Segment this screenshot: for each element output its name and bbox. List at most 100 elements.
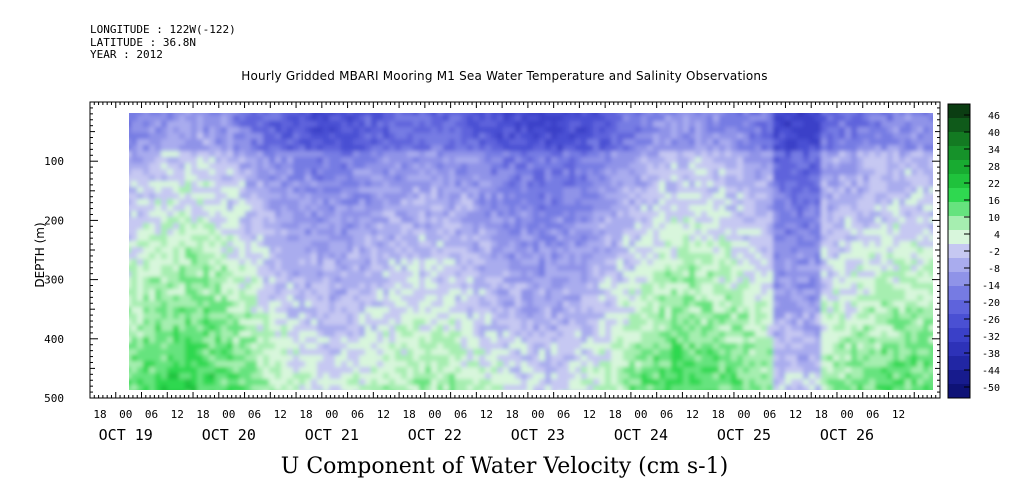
- velocity-cell: [689, 139, 696, 146]
- velocity-cell: [611, 113, 618, 116]
- velocity-cell: [599, 199, 606, 206]
- velocity-cell: [617, 379, 624, 386]
- velocity-cell: [359, 301, 366, 308]
- velocity-cell: [737, 241, 744, 248]
- velocity-cell: [629, 295, 636, 302]
- velocity-cell: [629, 169, 636, 176]
- velocity-cell: [617, 151, 624, 158]
- velocity-cell: [605, 145, 612, 152]
- velocity-cell: [689, 247, 696, 254]
- velocity-cell: [311, 205, 318, 212]
- velocity-cell: [623, 247, 630, 254]
- velocity-cell: [335, 235, 342, 242]
- velocity-cell: [617, 187, 624, 194]
- velocity-cell: [485, 301, 492, 308]
- velocity-cell: [629, 205, 636, 212]
- velocity-cell: [497, 247, 504, 254]
- velocity-cell: [263, 313, 270, 320]
- velocity-cell: [401, 241, 408, 248]
- velocity-cell: [239, 127, 246, 134]
- velocity-cell: [185, 313, 192, 320]
- velocity-cell: [389, 115, 396, 122]
- velocity-cell: [377, 217, 384, 224]
- velocity-cell: [563, 265, 570, 272]
- velocity-cell: [587, 187, 594, 194]
- velocity-cell: [245, 313, 252, 320]
- velocity-cell: [539, 151, 546, 158]
- velocity-cell: [611, 367, 618, 374]
- velocity-cell: [521, 241, 528, 248]
- velocity-cell: [587, 337, 594, 344]
- velocity-cell: [191, 301, 198, 308]
- velocity-cell: [485, 175, 492, 182]
- velocity-cell: [509, 175, 516, 182]
- velocity-cell: [563, 361, 570, 368]
- velocity-cell: [575, 367, 582, 374]
- velocity-cell: [689, 169, 696, 176]
- velocity-cell: [185, 217, 192, 224]
- velocity-cell: [353, 223, 360, 230]
- velocity-cell: [323, 307, 330, 314]
- velocity-cell: [551, 139, 558, 146]
- velocity-cell: [437, 355, 444, 362]
- velocity-cell: [257, 367, 264, 374]
- velocity-cell: [485, 181, 492, 188]
- velocity-cell: [233, 271, 240, 278]
- velocity-cell: [131, 169, 138, 176]
- velocity-cell: [227, 379, 234, 386]
- velocity-cell: [647, 193, 654, 200]
- velocity-cell: [473, 187, 480, 194]
- velocity-cell: [437, 157, 444, 164]
- velocity-cell: [611, 241, 618, 248]
- velocity-cell: [533, 289, 540, 296]
- velocity-cell: [437, 205, 444, 212]
- velocity-cell: [275, 277, 282, 284]
- velocity-cell: [377, 283, 384, 290]
- velocity-cell: [299, 113, 306, 116]
- velocity-cell: [569, 205, 576, 212]
- velocity-cell: [455, 199, 462, 206]
- velocity-cell: [569, 355, 576, 362]
- velocity-cell: [557, 277, 564, 284]
- velocity-cell: [221, 313, 228, 320]
- velocity-cell: [575, 289, 582, 296]
- velocity-cell: [653, 271, 660, 278]
- velocity-cell: [329, 235, 336, 242]
- velocity-cell: [179, 379, 186, 386]
- velocity-cell: [221, 373, 228, 380]
- velocity-cell: [575, 259, 582, 266]
- velocity-cell: [491, 199, 498, 206]
- velocity-cell: [641, 163, 648, 170]
- velocity-cell: [659, 283, 666, 290]
- velocity-cell: [323, 181, 330, 188]
- velocity-cell: [263, 235, 270, 242]
- velocity-cell: [491, 355, 498, 362]
- velocity-cell: [575, 241, 582, 248]
- velocity-cell: [383, 199, 390, 206]
- velocity-cell: [419, 211, 426, 218]
- velocity-cell: [167, 325, 174, 332]
- velocity-cell: [269, 325, 276, 332]
- velocity-cell: [479, 367, 486, 374]
- velocity-cell: [659, 385, 666, 390]
- velocity-cell: [425, 175, 432, 182]
- velocity-cell: [539, 145, 546, 152]
- velocity-cell: [299, 361, 306, 368]
- velocity-cell: [413, 295, 420, 302]
- velocity-cell: [149, 163, 156, 170]
- velocity-cell: [215, 295, 222, 302]
- velocity-cell: [197, 133, 204, 140]
- velocity-cell: [647, 247, 654, 254]
- velocity-cell: [239, 367, 246, 374]
- velocity-cell: [281, 211, 288, 218]
- velocity-cell: [473, 373, 480, 380]
- velocity-cell: [215, 349, 222, 356]
- velocity-cell: [395, 331, 402, 338]
- velocity-cell: [449, 247, 456, 254]
- velocity-cell: [437, 113, 444, 116]
- velocity-cell: [665, 127, 672, 134]
- velocity-cell: [605, 319, 612, 326]
- velocity-cell: [191, 205, 198, 212]
- velocity-cell: [473, 235, 480, 242]
- velocity-cell: [719, 199, 726, 206]
